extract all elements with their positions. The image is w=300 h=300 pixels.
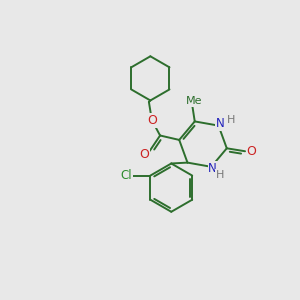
Text: N: N: [208, 162, 217, 175]
Text: O: O: [147, 114, 157, 127]
Text: O: O: [140, 148, 149, 161]
Text: H: H: [227, 115, 235, 125]
Text: N: N: [216, 117, 225, 130]
Text: H: H: [216, 170, 224, 180]
Text: Cl: Cl: [120, 169, 132, 182]
Text: O: O: [247, 145, 256, 158]
Text: Me: Me: [186, 96, 202, 106]
